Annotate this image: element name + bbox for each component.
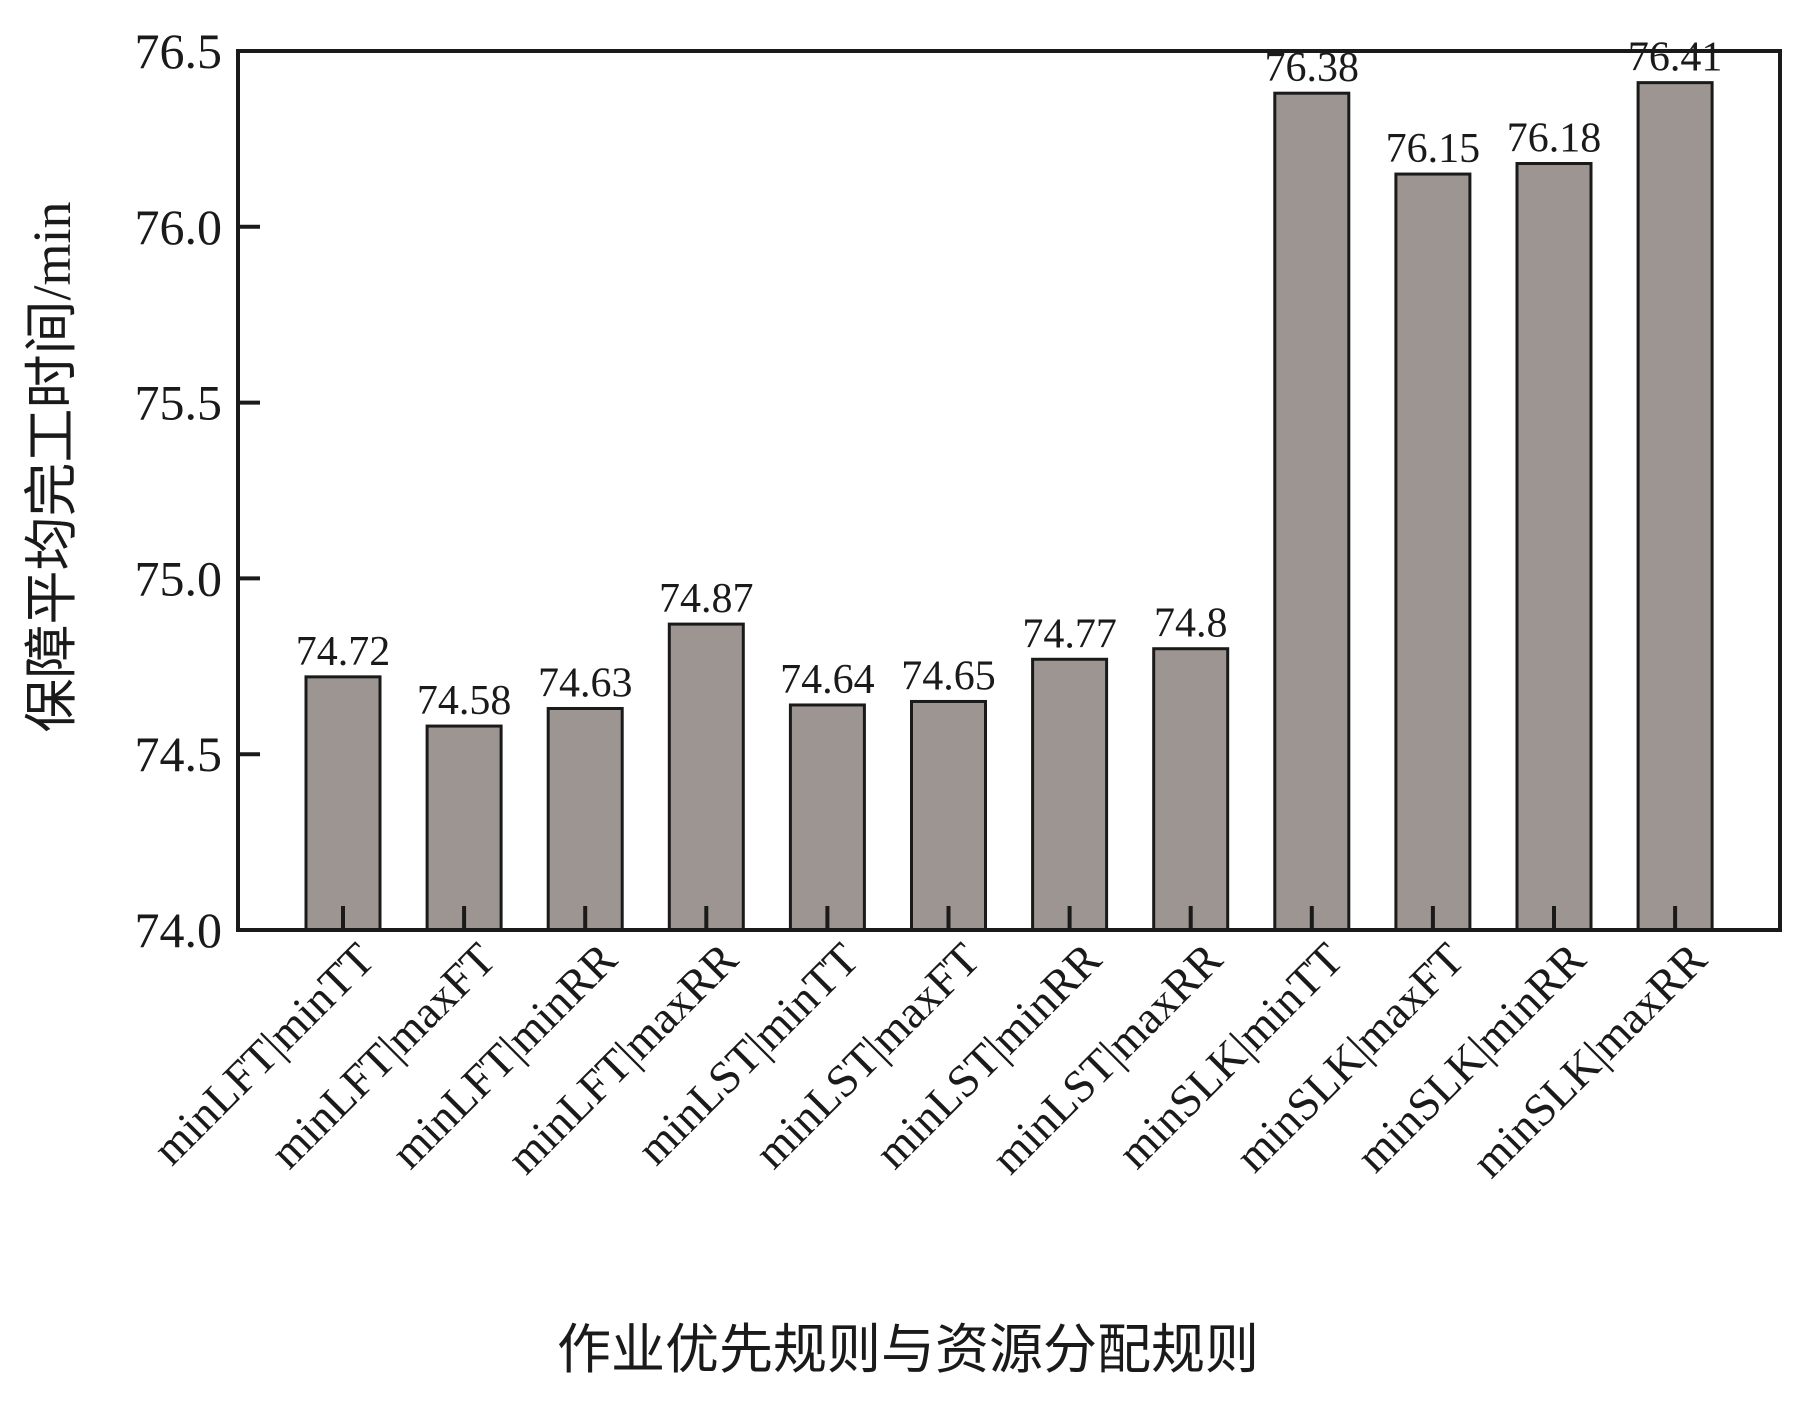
data-label-1: 74.72: [296, 629, 391, 675]
ticks-layer: 74.0 74.5 75.0 75.5 76.0 76.5: [135, 23, 1678, 958]
data-label-10: 76.15: [1386, 126, 1481, 172]
y-tick-label-1: 74.0: [135, 902, 223, 958]
bar-7: [1031, 657, 1109, 932]
y-tick-label-4: 75.5: [135, 375, 223, 431]
bar-4: [667, 622, 745, 932]
bar-5: [788, 703, 866, 932]
bar-8: [1152, 647, 1230, 932]
data-label-4: 74.87: [659, 576, 754, 622]
category-labels-layer: minLFT|minTTminLFT|maxFTminLFT|minRRminL…: [143, 933, 1717, 1187]
y-tick-label-2: 74.5: [135, 726, 223, 782]
y-axis-title: 保障平均完工时间/min: [22, 201, 82, 732]
bar-11: [1515, 162, 1593, 932]
bar-10: [1394, 172, 1472, 932]
data-label-5: 74.64: [780, 657, 875, 703]
bar-1: [304, 675, 382, 932]
data-label-6: 74.65: [901, 653, 996, 699]
data-label-8: 74.8: [1154, 601, 1228, 647]
bar-3: [546, 706, 624, 932]
y-tick-label-3: 75.0: [135, 550, 223, 606]
y-tick-label-5: 76.0: [135, 199, 223, 255]
data-label-3: 74.63: [538, 660, 633, 706]
y-tick-label-6: 76.5: [135, 23, 223, 79]
bar-12: [1636, 81, 1714, 932]
data-label-11: 76.18: [1507, 116, 1602, 162]
bar-2: [425, 724, 503, 932]
data-labels-layer: 74.72 74.58 74.63 74.87 74.64 74.65 74.77 74.8 7…: [296, 35, 1723, 724]
x-axis-title: 作业优先规则与资源分配规则: [557, 1320, 1259, 1380]
bar-6: [910, 699, 987, 932]
plot-frame: [236, 49, 1782, 932]
bar-9: [1273, 91, 1351, 932]
data-label-12: 76.41: [1628, 35, 1723, 81]
data-label-7: 74.77: [1022, 611, 1117, 657]
bars-layer: [304, 81, 1714, 932]
data-label-2: 74.58: [417, 678, 512, 724]
